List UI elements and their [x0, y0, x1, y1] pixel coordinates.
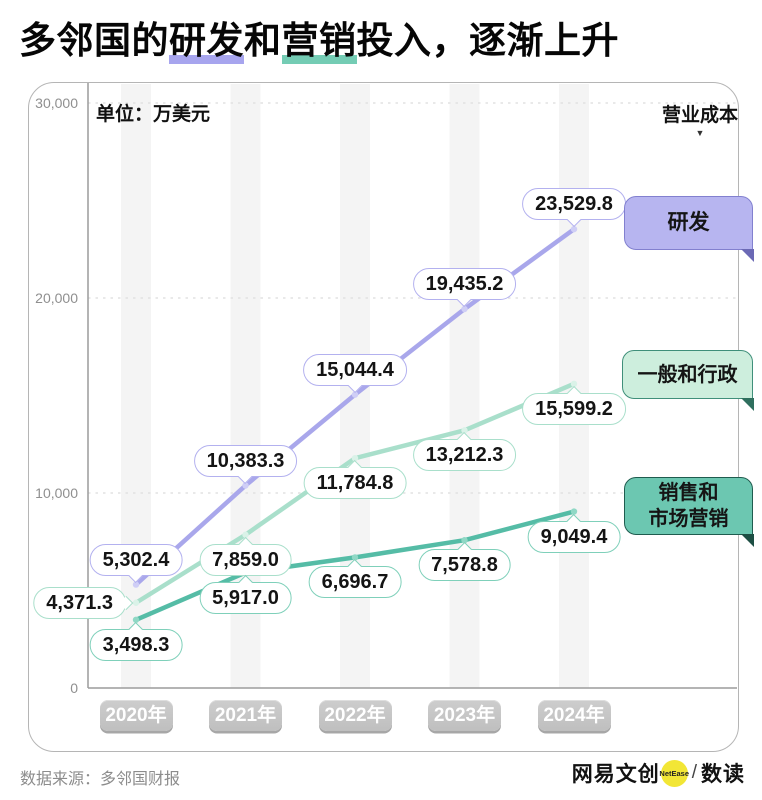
data-label-value: 6,696.7 — [321, 571, 389, 594]
series-label-text: 市场营销 — [648, 508, 729, 530]
brand-name-2: 数读 — [701, 763, 745, 786]
data-label-bubble: 5,302.4 — [89, 543, 183, 583]
series-label-rnd: 研发 — [624, 196, 754, 262]
data-label-value: 7,578.8 — [431, 554, 498, 577]
data-label-value: 11,784.8 — [316, 472, 394, 495]
data-label-bubble: 7,578.8 — [418, 542, 511, 582]
data-label-bubble: 7,859.0 — [199, 536, 292, 576]
data-label-bubble: 6,696.7 — [308, 559, 402, 599]
data-label-value: 10,383.3 — [206, 449, 285, 472]
title-segment: 投入，逐渐上升 — [356, 20, 619, 61]
unit-label: 单位：万美元 — [96, 104, 211, 125]
data-label-bubble: 15,044.4 — [303, 353, 407, 393]
data-source: 数据来源：多邻国财报 — [20, 771, 181, 788]
data-label-value: 3,498.3 — [102, 633, 170, 656]
y-tick-label: 20,000 — [35, 290, 78, 306]
data-label-bubble: 11,784.8 — [303, 460, 407, 500]
y-tick-label: 30,000 — [35, 95, 78, 111]
x-tick-label: 2023年 — [428, 700, 501, 731]
data-label-bubble: 23,529.8 — [522, 188, 626, 228]
x-tick-label: 2022年 — [318, 700, 392, 731]
title-segment: 和 — [244, 20, 282, 61]
data-label-value: 19,435.2 — [425, 273, 504, 295]
legend-title: 营业成本 — [661, 105, 738, 126]
data-label-value: 13,212.3 — [425, 444, 504, 467]
data-label-bubble: 3,498.3 — [89, 621, 183, 661]
data-label-value: 5,917.0 — [212, 586, 279, 609]
series-label-text: 研发 — [667, 211, 710, 234]
y-tick-label: 10,000 — [35, 485, 78, 501]
page-title: 多邻国的研发和营销投入，逐渐上升 — [19, 10, 619, 64]
y-tick-label: 0 — [70, 680, 78, 696]
data-label-bubble: 15,599.2 — [522, 385, 626, 425]
data-label-value: 7,859.0 — [212, 548, 279, 571]
data-label-value: 5,302.4 — [102, 548, 170, 571]
data-label-bubble: 4,371.3 — [33, 586, 134, 619]
data-label-value: 15,599.2 — [535, 397, 613, 420]
legend: 营业成本 ▼ — [662, 100, 738, 138]
title-highlight-rnd: 研发 — [169, 20, 244, 64]
data-label-bubble: 13,212.3 — [412, 432, 517, 472]
title-segment: 多邻国的 — [19, 20, 169, 61]
data-label-value: 9,049.4 — [540, 525, 608, 548]
x-tick-label: 2020年 — [99, 700, 173, 731]
triangle-down-icon: ▼ — [695, 128, 705, 138]
series-label-text: 销售和 — [658, 482, 719, 504]
brand-separator: / — [691, 762, 697, 783]
data-label-bubble: 19,435.2 — [412, 268, 517, 308]
title-highlight-marketing: 营销 — [281, 20, 357, 64]
data-label-bubble: 10,383.3 — [193, 444, 298, 484]
brand-logo: 网易文创 NetEase / 数读 — [572, 758, 745, 788]
data-label-bubble: 9,049.4 — [527, 513, 621, 553]
data-label-value: 15,044.4 — [316, 358, 394, 381]
data-label-value: 4,371.3 — [46, 591, 113, 614]
data-label-value: 23,529.8 — [535, 193, 613, 216]
brand-name: 网易文创 — [571, 763, 660, 786]
series-label-general-admin: 一般和行政 — [622, 350, 754, 411]
netease-badge-icon: NetEase — [659, 759, 689, 787]
series-label-sales-marketing: 销售和 市场营销 — [624, 477, 754, 547]
series-label-text: 一般和行政 — [637, 363, 738, 386]
x-tick-label: 2024年 — [537, 700, 611, 731]
data-label-bubble: 5,917.0 — [199, 574, 292, 614]
x-tick-label: 2021年 — [209, 700, 282, 731]
